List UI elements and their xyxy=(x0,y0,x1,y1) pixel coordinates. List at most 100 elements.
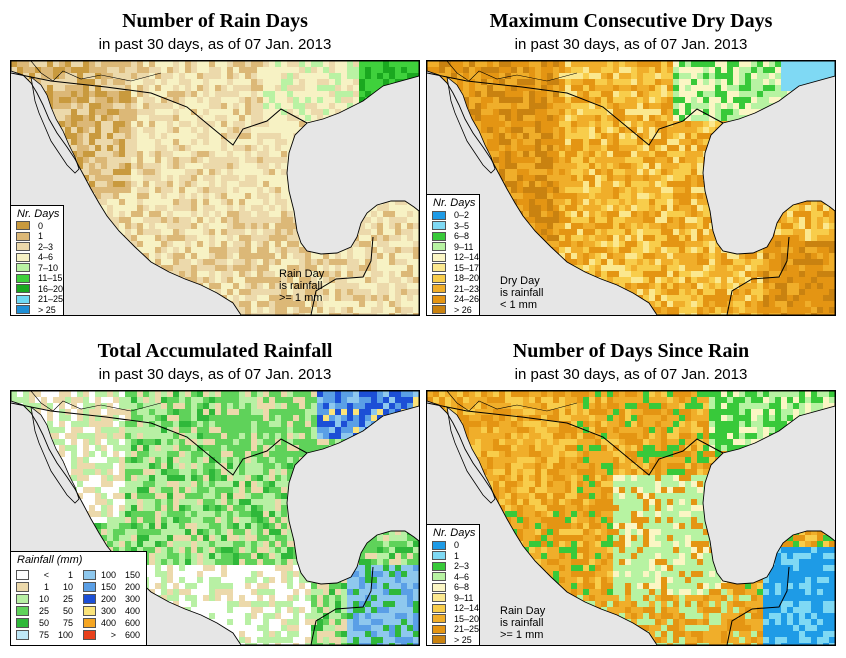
legend-swatch xyxy=(432,624,446,634)
legend-label: 2–3 xyxy=(38,241,54,252)
legend-range-high: 600 xyxy=(124,618,140,628)
legend-swatch xyxy=(16,630,29,640)
map-total-rainfall: Rainfall (mm) <1 100 150 1 10 150 200 10 25 200 30… xyxy=(10,390,420,646)
legend-swatch xyxy=(432,252,446,262)
legend-range-low: 10 xyxy=(38,594,49,604)
state-borders xyxy=(30,391,162,412)
panel-subtitle: in past 30 days, as of 07 Jan. 2013 xyxy=(514,366,748,383)
map-note: Rain Day is rainfall >= 1 mm xyxy=(500,605,545,641)
legend-label: > 25 xyxy=(38,304,56,315)
legend-item: 12–14 xyxy=(427,252,479,263)
legend-range-high: 300 xyxy=(124,594,140,604)
legend-swatch xyxy=(16,294,30,304)
coastline xyxy=(427,61,835,315)
legend-label: 1 xyxy=(454,550,460,561)
legend-range-high: 600 xyxy=(124,630,140,640)
legend-item: 150 200 xyxy=(83,581,140,593)
map-dry-days: Nr. Days 0–2 3–5 6–8 9–11 12–14 15–17 18–20 21–… xyxy=(426,60,836,316)
legend-item: 6–8 xyxy=(427,582,479,593)
legend-range-high: 200 xyxy=(124,582,140,592)
note-line: is rainfall xyxy=(500,287,544,299)
legend-range-low: > xyxy=(110,630,116,640)
legend-swatch xyxy=(16,273,30,283)
legend-label: 11–15 xyxy=(38,273,63,284)
legend-label: 9–11 xyxy=(454,241,474,252)
legend-swatch xyxy=(432,572,446,582)
panel-title: Number of Days Since Rain xyxy=(512,340,750,362)
legend-range-low: 1 xyxy=(43,582,49,592)
legend-title: Nr. Days xyxy=(433,197,476,209)
legend-swatch xyxy=(432,614,446,624)
gulf-of-california xyxy=(446,406,496,504)
gulf-of-california xyxy=(446,76,496,174)
legend-item: > 25 xyxy=(427,635,479,646)
us-border xyxy=(11,402,308,476)
legend-swatch xyxy=(432,603,446,613)
legend-range-high: 400 xyxy=(124,606,140,616)
panel-total-rainfall: Total Accumulated Rainfall in past 30 da… xyxy=(10,330,420,650)
state-borders xyxy=(30,61,162,82)
us-border xyxy=(427,402,724,476)
panel-title: Total Accumulated Rainfall xyxy=(97,340,333,362)
legend-item: 50 75 xyxy=(16,617,73,629)
legend-label: 4–6 xyxy=(38,252,54,263)
legend-item: 1 xyxy=(11,231,63,242)
legend-item: 0 xyxy=(11,221,63,232)
legend-swatch xyxy=(432,284,446,294)
legend-range-low: 100 xyxy=(100,570,116,580)
legend-swatch xyxy=(16,582,29,592)
guatemala-border xyxy=(310,236,374,315)
note-line: Rain Day xyxy=(500,605,546,617)
legend-item: 1 10 xyxy=(16,581,73,593)
note-line: Dry Day xyxy=(500,275,540,287)
legend-item: 18–20 xyxy=(427,273,479,284)
legend-label: 12–14 xyxy=(454,252,480,263)
legend-range-low: < xyxy=(43,570,49,580)
legend-swatch xyxy=(432,221,446,231)
legend-range-low: 150 xyxy=(100,582,116,592)
legend-label: 0 xyxy=(38,220,44,231)
legend-item: 100 150 xyxy=(83,569,140,581)
legend-swatch xyxy=(16,221,30,231)
panel-subtitle: in past 30 days, as of 07 Jan. 2013 xyxy=(98,36,332,53)
legend-label: 3–5 xyxy=(454,220,470,231)
legend-item: 25 50 xyxy=(16,605,73,617)
legend-swatch xyxy=(432,582,446,592)
panel-subtitle: in past 30 days, as of 07 Jan. 2013 xyxy=(98,366,332,383)
legend-swatch xyxy=(16,594,29,604)
legend-range-high: 100 xyxy=(57,630,73,640)
map-note: Rain Day is rainfall >= 1 mm xyxy=(279,268,324,304)
legend-swatch xyxy=(432,593,446,603)
legend-item: 10 25 xyxy=(16,593,73,605)
legend-title: Rainfall (mm) xyxy=(17,554,83,566)
legend-range-high: 150 xyxy=(124,570,140,580)
legend-item: 4–6 xyxy=(11,252,63,263)
legend-item: 4–6 xyxy=(427,572,479,583)
legend-range-high: 1 xyxy=(67,570,73,580)
legend-label: 6–8 xyxy=(454,231,470,242)
legend-item: 21–25 xyxy=(11,294,63,305)
legend-item: 21–25 xyxy=(427,624,479,635)
map-canvas xyxy=(427,61,835,315)
legend-swatch xyxy=(16,263,30,273)
legend-range-high: 10 xyxy=(62,582,73,592)
legend-item: 2–3 xyxy=(427,561,479,572)
legend-title: Nr. Days xyxy=(433,527,476,539)
legend-label: 21–23 xyxy=(454,283,480,294)
guatemala-border xyxy=(726,236,790,315)
legend-range-low: 75 xyxy=(38,630,49,640)
legend-item: 75 100 xyxy=(16,629,73,641)
legend-swatch xyxy=(16,284,30,294)
state-borders xyxy=(446,61,578,82)
legend-range-low: 50 xyxy=(38,618,49,628)
legend-swatch xyxy=(83,570,96,580)
legend-label: 4–6 xyxy=(454,571,470,582)
legend-item: 0 xyxy=(427,540,479,551)
legend-swatch xyxy=(83,594,96,604)
legend-swatch xyxy=(432,263,446,273)
legend-swatch xyxy=(16,570,29,580)
legend-range-high: 75 xyxy=(62,618,73,628)
legend-label: 9–11 xyxy=(454,592,474,603)
legend-label: 21–25 xyxy=(454,624,480,635)
legend-item: 24–26 xyxy=(427,294,479,305)
